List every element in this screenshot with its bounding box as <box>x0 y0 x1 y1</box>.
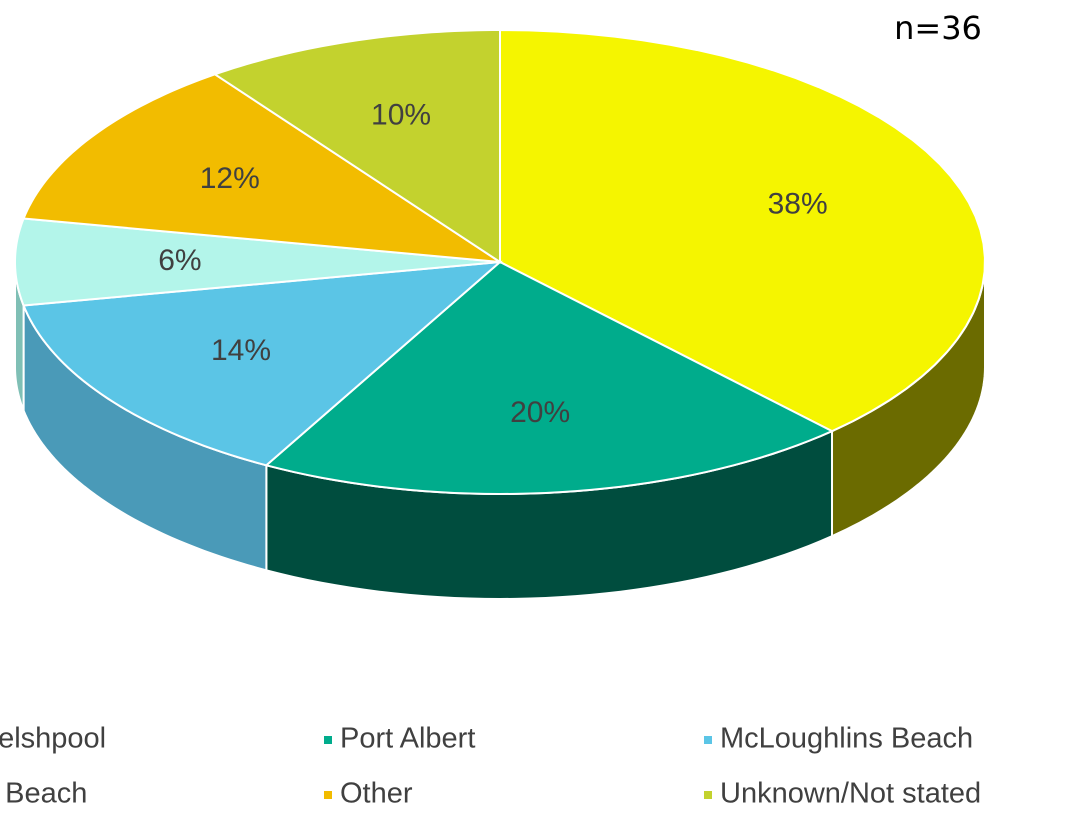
data-label: 10% <box>371 98 431 131</box>
pie-slice <box>264 260 835 496</box>
legend-label: McLoughlins Beach <box>720 723 973 755</box>
legend-swatch <box>324 736 332 744</box>
pie-slice <box>22 260 503 467</box>
legend-label: Other <box>340 778 413 810</box>
data-label: 12% <box>200 162 260 195</box>
pie-slice <box>212 28 501 264</box>
annotation: n=36 <box>894 9 982 47</box>
legend-label: Manns Beach <box>0 778 87 810</box>
legend-label: Port Welshpool <box>0 723 106 755</box>
legend-label: Unknown/Not stated <box>720 778 981 810</box>
data-label: 14% <box>211 334 271 367</box>
data-label: 38% <box>768 188 828 221</box>
pie-slice <box>22 73 501 263</box>
legend-swatch <box>324 791 332 799</box>
pie-slice <box>13 217 501 307</box>
data-label: 6% <box>158 244 201 277</box>
legend-label: Port Albert <box>340 723 475 755</box>
legend-swatch <box>704 736 712 744</box>
pie-slice <box>499 28 986 433</box>
top-faces <box>13 28 986 496</box>
legend-swatch <box>704 791 712 799</box>
data-label: 20% <box>510 396 570 429</box>
